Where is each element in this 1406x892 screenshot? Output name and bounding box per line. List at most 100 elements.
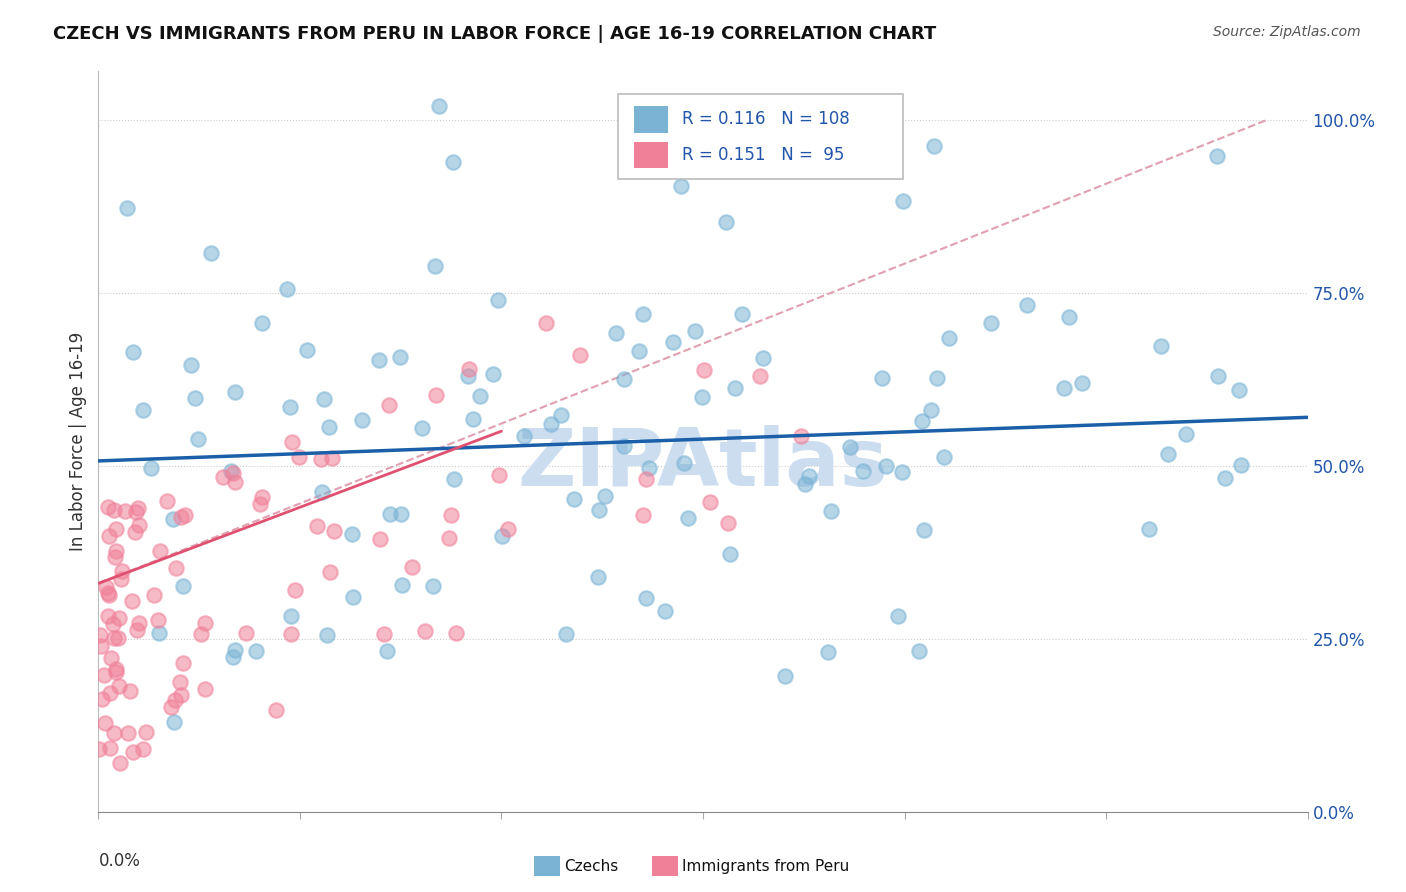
Point	[793, 477, 815, 491]
Point	[94, 715, 117, 730]
Text: 0.0%: 0.0%	[98, 853, 141, 871]
Point	[605, 326, 627, 340]
Point	[101, 617, 124, 632]
Point	[98, 741, 121, 756]
Point	[141, 461, 163, 475]
Point	[103, 631, 125, 645]
Point	[98, 529, 121, 543]
Point	[318, 565, 340, 579]
Point	[124, 505, 146, 519]
Point	[222, 466, 245, 480]
Point	[222, 650, 245, 665]
Point	[342, 590, 364, 604]
Point	[224, 642, 246, 657]
Point	[169, 674, 191, 689]
Point	[117, 201, 139, 215]
Point	[875, 458, 897, 473]
Point	[111, 565, 134, 579]
Point	[309, 451, 332, 466]
Point	[278, 400, 301, 414]
Point	[187, 432, 209, 446]
Point	[852, 464, 875, 478]
Point	[1157, 447, 1180, 461]
Point	[540, 417, 562, 431]
Point	[128, 616, 150, 631]
Point	[315, 627, 337, 641]
Point	[174, 508, 197, 523]
Point	[463, 412, 485, 426]
Point	[378, 507, 401, 521]
Point	[149, 544, 172, 558]
Point	[124, 524, 146, 539]
Point	[440, 508, 463, 523]
Point	[439, 532, 461, 546]
Point	[934, 450, 956, 464]
Point	[146, 613, 169, 627]
Point	[425, 388, 447, 402]
Point	[375, 643, 398, 657]
Point	[817, 645, 839, 659]
Point	[128, 518, 150, 533]
Point	[1137, 522, 1160, 536]
Point	[165, 561, 187, 575]
Point	[114, 503, 136, 517]
Point	[748, 369, 770, 384]
Point	[637, 461, 659, 475]
Point	[183, 391, 205, 405]
Point	[180, 358, 202, 372]
Text: Czechs: Czechs	[564, 859, 619, 873]
Point	[1015, 298, 1038, 312]
Text: R = 0.151   N =  95: R = 0.151 N = 95	[682, 146, 845, 164]
Point	[105, 522, 128, 536]
Point	[718, 547, 741, 561]
Point	[162, 714, 184, 729]
Point	[886, 608, 908, 623]
Point	[927, 371, 949, 385]
Point	[631, 307, 654, 321]
Text: CZECH VS IMMIGRANTS FROM PERU IN LABOR FORCE | AGE 16-19 CORRELATION CHART: CZECH VS IMMIGRANTS FROM PERU IN LABOR F…	[53, 25, 936, 43]
Point	[131, 741, 153, 756]
Point	[108, 610, 131, 624]
Point	[127, 500, 149, 515]
Point	[491, 528, 513, 542]
Point	[1150, 339, 1173, 353]
Point	[693, 362, 716, 376]
Point	[938, 330, 960, 344]
Point	[297, 343, 319, 358]
Point	[378, 398, 401, 412]
Point	[194, 682, 217, 697]
Point	[108, 756, 131, 770]
Point	[91, 692, 114, 706]
Point	[1230, 458, 1253, 473]
Point	[1175, 427, 1198, 442]
Point	[219, 464, 242, 478]
Point	[340, 526, 363, 541]
Point	[288, 450, 311, 464]
Point	[724, 381, 747, 395]
Point	[105, 665, 128, 680]
Point	[588, 502, 610, 516]
Point	[458, 362, 481, 376]
Point	[486, 293, 509, 308]
Point	[550, 408, 572, 422]
Point	[280, 627, 302, 641]
Point	[103, 502, 125, 516]
Point	[1071, 376, 1094, 390]
Point	[482, 367, 505, 381]
FancyBboxPatch shape	[619, 94, 903, 178]
Point	[162, 511, 184, 525]
Point	[121, 344, 143, 359]
Point	[318, 420, 340, 434]
Point	[699, 495, 721, 509]
Point	[411, 421, 433, 435]
Point	[368, 532, 391, 546]
Point	[654, 604, 676, 618]
Point	[172, 656, 194, 670]
Point	[714, 214, 737, 228]
Point	[193, 615, 215, 630]
Point	[118, 684, 141, 698]
Point	[107, 631, 129, 645]
Point	[586, 570, 609, 584]
Point	[94, 580, 117, 594]
Point	[920, 402, 942, 417]
